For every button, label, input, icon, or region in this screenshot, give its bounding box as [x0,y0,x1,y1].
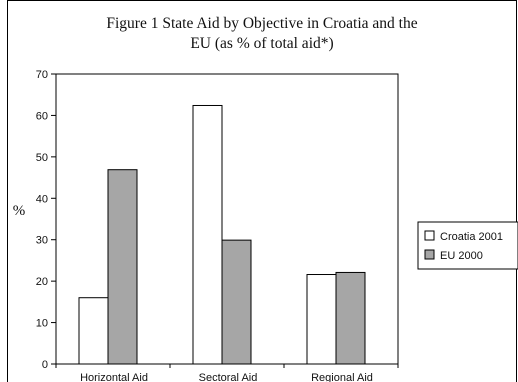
y-tick-label: 50 [36,152,48,164]
y-tick-label: 20 [36,276,48,288]
legend-swatch [424,230,435,241]
y-tick-label: 60 [36,110,48,122]
x-tick-label: Sectoral Aid [199,372,258,382]
x-tick-label: Horizontal Aid [80,372,148,382]
bar-croatia-2001-1 [192,104,223,365]
y-axis-title: % [13,203,26,219]
x-tick-label: Regional Aid [311,372,373,382]
legend-box [417,221,518,270]
bar-croatia-2001-2 [306,274,337,365]
y-tick-label: 10 [36,318,48,330]
bar-eu-2000-1 [221,239,252,365]
bar-eu-2000-2 [335,271,366,365]
legend-label: Croatia 2001 [440,231,503,243]
chart-title: Figure 1 State Aid by Objective in Croat… [7,14,517,54]
bar-croatia-2001-0 [78,297,109,365]
y-tick-label: 30 [36,235,48,247]
chart-title-line-2: EU (as % of total aid*) [190,35,334,52]
legend-swatch [424,249,435,260]
bar-eu-2000-0 [107,169,138,365]
y-tick-label: 0 [42,359,48,371]
legend-label: EU 2000 [440,250,483,262]
y-tick-label: 70 [36,69,48,81]
chart-title-line-1: Figure 1 State Aid by Objective in Croat… [106,15,418,32]
y-tick-label: 40 [36,193,48,205]
